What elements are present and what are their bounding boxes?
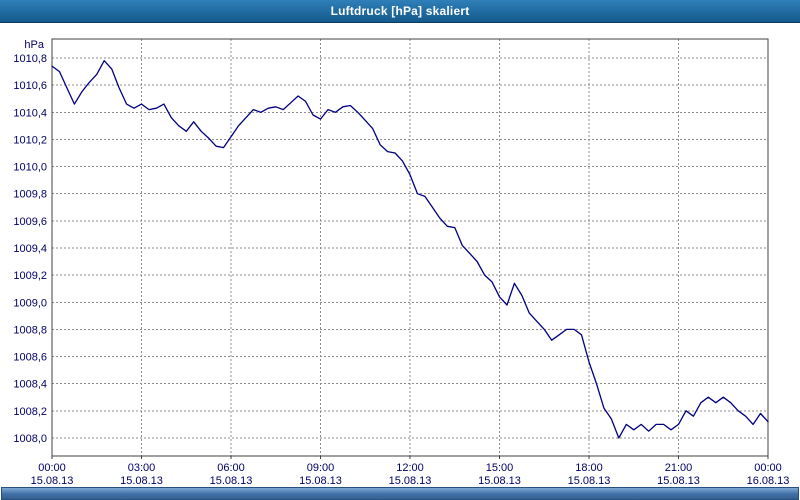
svg-text:15.08.13: 15.08.13 <box>210 475 253 487</box>
svg-text:15:00: 15:00 <box>486 462 514 474</box>
svg-text:1009,2: 1009,2 <box>13 270 47 282</box>
svg-text:15.08.13: 15.08.13 <box>389 475 432 487</box>
svg-text:18:00: 18:00 <box>575 462 603 474</box>
svg-text:15.08.13: 15.08.13 <box>568 475 611 487</box>
chart-area: 1008,0 1008,2 1008,4 1008,6 1008,8 1009,0 1009… <box>0 23 800 487</box>
svg-text:1008,6: 1008,6 <box>13 352 47 364</box>
svg-text:09:00: 09:00 <box>307 462 335 474</box>
svg-text:16.08.13: 16.08.13 <box>747 475 790 487</box>
svg-text:1009,0: 1009,0 <box>13 297 47 309</box>
svg-text:1010,0: 1010,0 <box>13 162 47 174</box>
svg-text:1010,4: 1010,4 <box>13 107 47 119</box>
title-bar: Luftdruck [hPa] skaliert <box>0 0 800 23</box>
pressure-chart: 1008,0 1008,2 1008,4 1008,6 1008,8 1009,0 1009… <box>13 38 790 487</box>
svg-text:1008,2: 1008,2 <box>13 406 47 418</box>
svg-text:1009,8: 1009,8 <box>13 189 47 201</box>
svg-text:1010,6: 1010,6 <box>13 80 47 92</box>
svg-text:1009,4: 1009,4 <box>13 243 47 255</box>
svg-text:1010,2: 1010,2 <box>13 134 47 146</box>
chart-title: Luftdruck [hPa] skaliert <box>330 4 470 18</box>
svg-text:15.08.13: 15.08.13 <box>299 475 342 487</box>
svg-text:15.08.13: 15.08.13 <box>31 475 74 487</box>
svg-text:1009,6: 1009,6 <box>13 216 47 228</box>
svg-text:00:00: 00:00 <box>754 462 782 474</box>
svg-text:06:00: 06:00 <box>217 462 245 474</box>
svg-text:12:00: 12:00 <box>396 462 424 474</box>
svg-text:1008,0: 1008,0 <box>13 433 47 445</box>
svg-text:03:00: 03:00 <box>128 462 156 474</box>
svg-text:hPa: hPa <box>24 39 44 51</box>
svg-text:1010,8: 1010,8 <box>13 53 47 65</box>
svg-text:00:00: 00:00 <box>38 462 66 474</box>
horizontal-scrollbar[interactable] <box>1 487 799 500</box>
svg-text:1008,4: 1008,4 <box>13 379 47 391</box>
svg-text:1008,8: 1008,8 <box>13 324 47 336</box>
svg-text:15.08.13: 15.08.13 <box>120 475 163 487</box>
svg-text:15.08.13: 15.08.13 <box>657 475 700 487</box>
svg-text:15.08.13: 15.08.13 <box>478 475 521 487</box>
svg-text:21:00: 21:00 <box>665 462 693 474</box>
